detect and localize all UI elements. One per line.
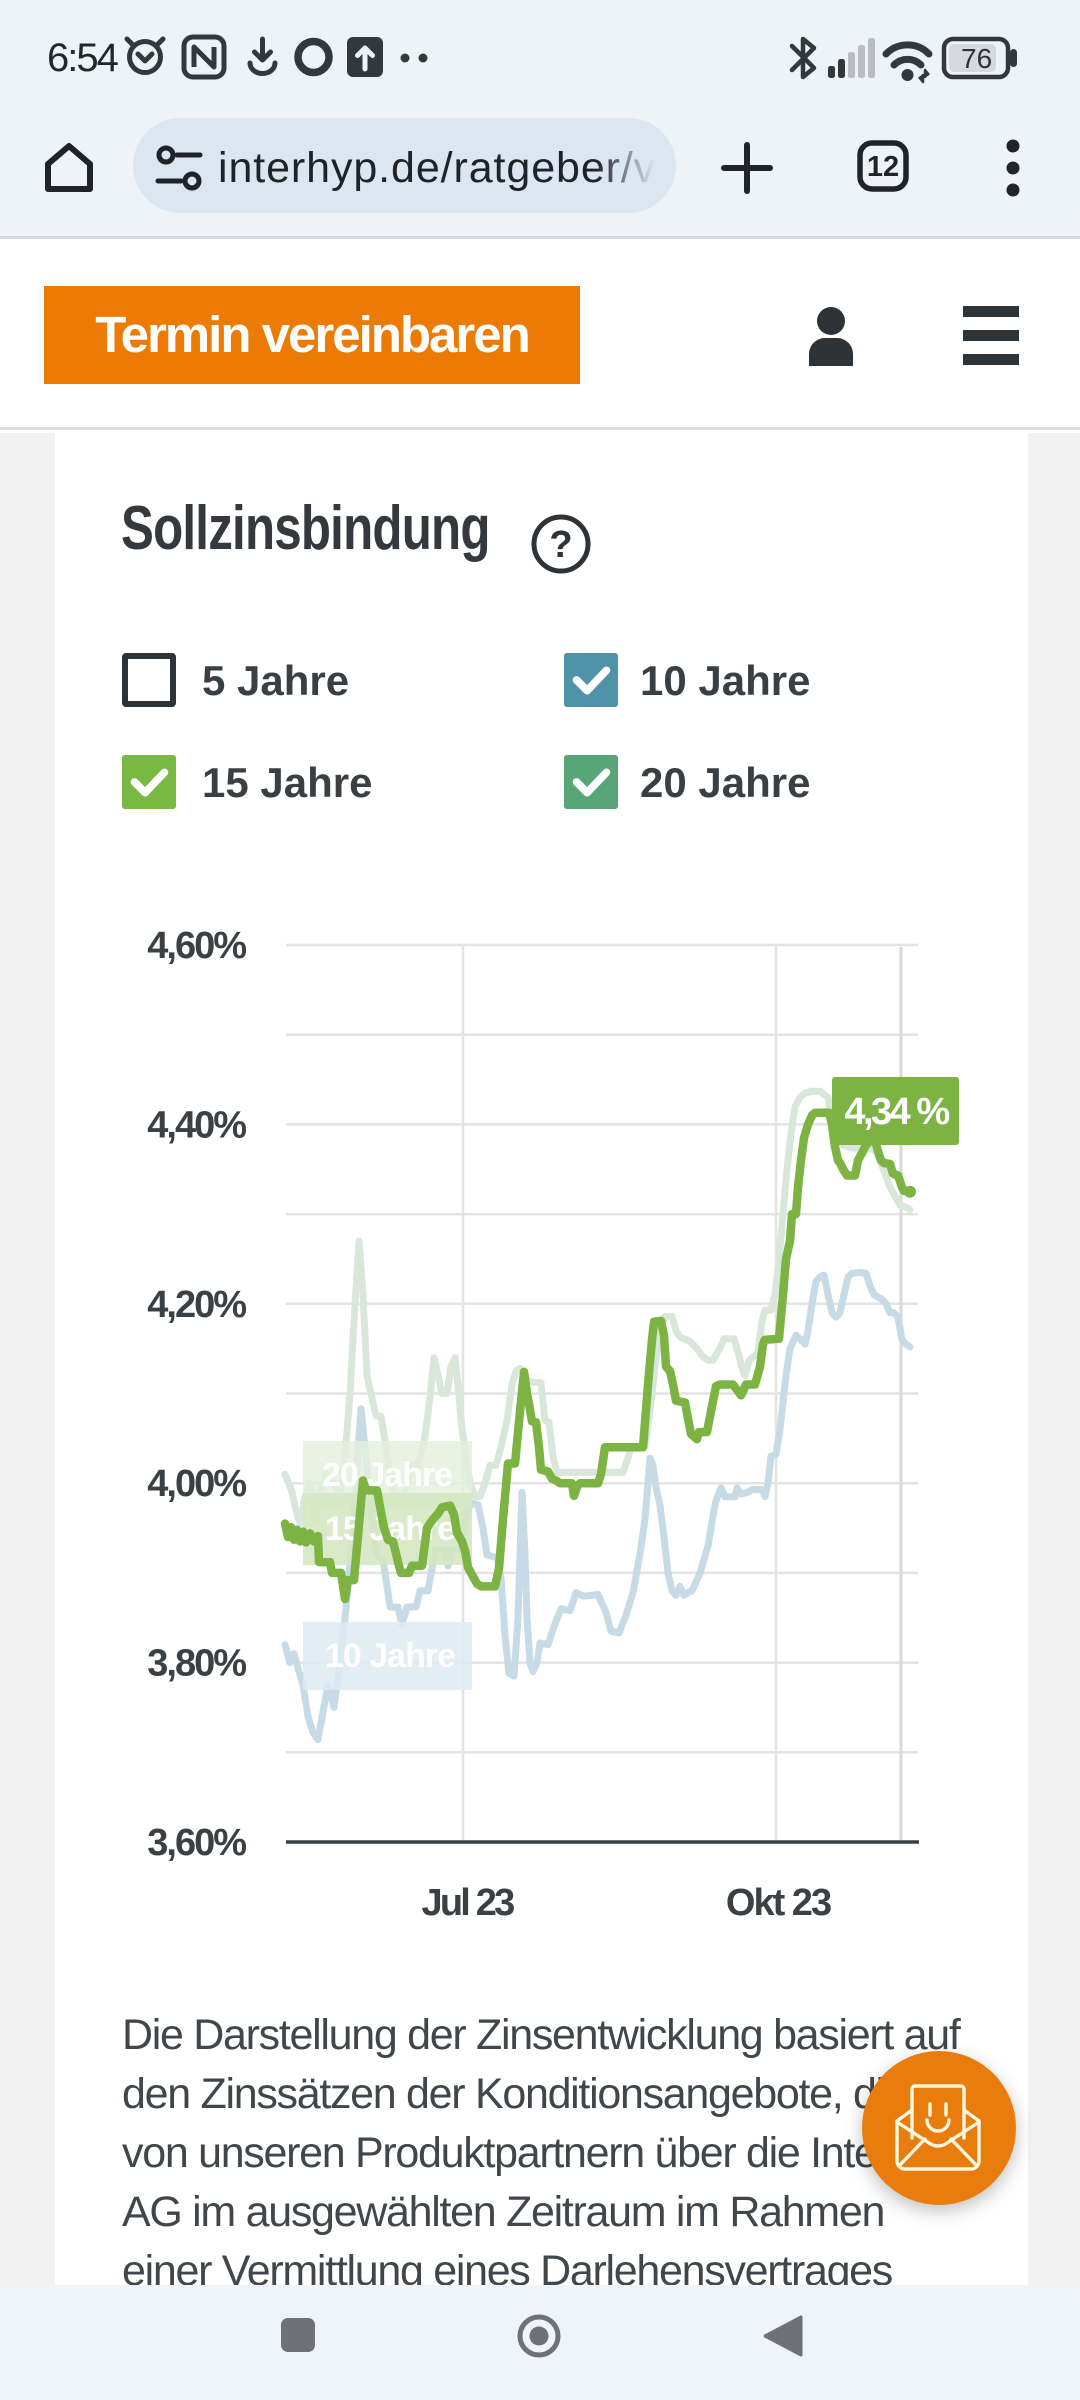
svg-text:4,60%: 4,60% (147, 930, 246, 967)
svg-text:Okt 23: Okt 23 (726, 1882, 831, 1924)
svg-text:Jul 23: Jul 23 (422, 1882, 515, 1924)
svg-text:12: 12 (867, 151, 899, 183)
svg-text:3,60%: 3,60% (147, 1822, 246, 1864)
svg-text:4,20%: 4,20% (147, 1284, 246, 1326)
svg-text:3,80%: 3,80% (147, 1643, 246, 1685)
svg-text:4,40%: 4,40% (147, 1104, 246, 1146)
svg-text:4,34 %: 4,34 % (844, 1091, 949, 1133)
svg-text:4,00%: 4,00% (147, 1463, 246, 1505)
svg-text:?: ? (549, 524, 572, 566)
svg-text:20 Jahre: 20 Jahre (322, 1456, 452, 1494)
svg-text:76: 76 (961, 43, 992, 74)
svg-text:10 Jahre: 10 Jahre (325, 1637, 455, 1675)
